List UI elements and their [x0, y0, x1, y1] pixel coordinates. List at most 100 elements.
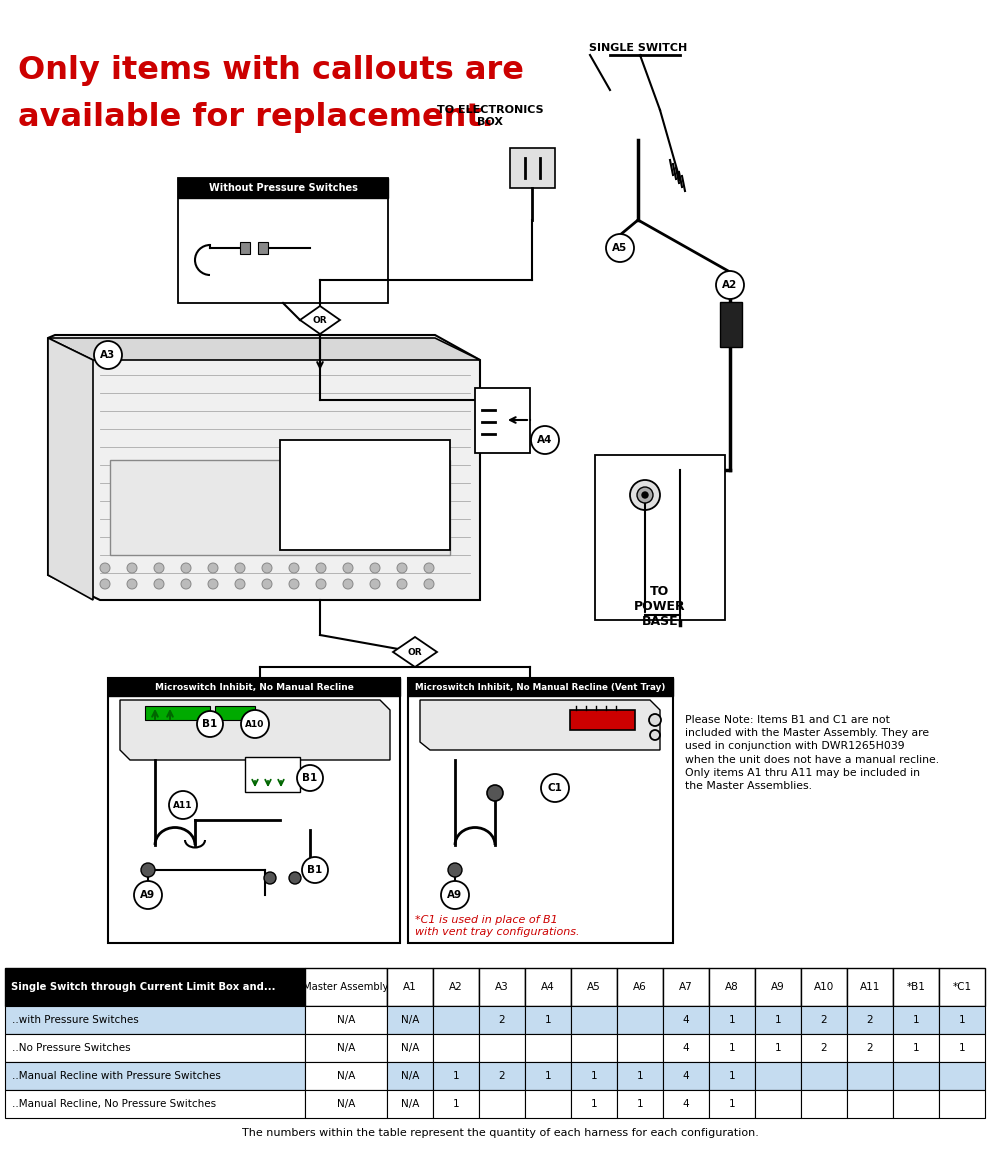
Bar: [617, 1062, 663, 1090]
Text: 1: 1: [729, 1099, 735, 1110]
Circle shape: [235, 579, 245, 589]
Bar: [525, 968, 571, 1006]
Text: 2: 2: [499, 1070, 505, 1081]
Text: A10: A10: [245, 719, 265, 729]
Bar: [617, 1006, 663, 1034]
Text: N/A: N/A: [401, 1043, 419, 1053]
Polygon shape: [420, 700, 660, 750]
Text: A7: A7: [679, 982, 693, 992]
Bar: [178, 178, 388, 303]
Text: 1: 1: [453, 1070, 459, 1081]
Text: OR: OR: [313, 315, 327, 325]
Text: Microswitch Inhibit, No Manual Recline: Microswitch Inhibit, No Manual Recline: [155, 683, 353, 692]
Text: 2: 2: [867, 1015, 873, 1026]
Text: A5: A5: [612, 243, 628, 253]
Circle shape: [241, 710, 269, 738]
Circle shape: [235, 563, 245, 573]
Text: A9: A9: [140, 890, 156, 900]
Circle shape: [169, 791, 197, 820]
Bar: [617, 968, 663, 1006]
Text: A2: A2: [449, 982, 463, 992]
Polygon shape: [120, 700, 390, 760]
Bar: [893, 1062, 939, 1090]
Text: ..with Pressure Switches: ..with Pressure Switches: [12, 1015, 139, 1026]
Bar: [663, 968, 709, 1006]
Bar: [108, 678, 400, 696]
Text: 1: 1: [591, 1070, 597, 1081]
Bar: [755, 1062, 801, 1090]
Bar: [801, 968, 847, 1006]
Circle shape: [424, 579, 434, 589]
Circle shape: [606, 234, 634, 262]
Text: A4: A4: [537, 435, 553, 445]
Bar: [893, 1034, 939, 1062]
Text: 4: 4: [683, 1070, 689, 1081]
Bar: [755, 1090, 801, 1118]
Bar: [5, 1034, 305, 1062]
Bar: [108, 678, 400, 943]
Text: 1: 1: [729, 1070, 735, 1081]
Circle shape: [397, 563, 407, 573]
Circle shape: [181, 579, 191, 589]
Circle shape: [302, 857, 328, 883]
Circle shape: [448, 863, 462, 877]
Bar: [408, 678, 673, 696]
Bar: [387, 968, 433, 1006]
Text: The numbers within the table represent the quantity of each harness for each con: The numbers within the table represent t…: [242, 1128, 758, 1138]
Circle shape: [370, 579, 380, 589]
Bar: [178, 178, 388, 198]
Text: A6: A6: [633, 982, 647, 992]
Bar: [5, 968, 305, 1006]
Polygon shape: [48, 338, 93, 600]
Text: 4: 4: [683, 1043, 689, 1053]
Circle shape: [154, 579, 164, 589]
Circle shape: [141, 863, 155, 877]
Bar: [145, 706, 210, 721]
Text: N/A: N/A: [337, 1099, 355, 1110]
Text: A9: A9: [447, 890, 463, 900]
Bar: [847, 1062, 893, 1090]
Text: B1: B1: [307, 866, 323, 875]
Text: Microswitch Inhibit, No Manual Recline (Vent Tray): Microswitch Inhibit, No Manual Recline (…: [415, 683, 666, 692]
Bar: [387, 1062, 433, 1090]
Circle shape: [208, 563, 218, 573]
Bar: [5, 1090, 305, 1118]
Bar: [387, 1034, 433, 1062]
Circle shape: [649, 714, 661, 726]
Circle shape: [181, 563, 191, 573]
Text: Single Switch through Current Limit Box and...: Single Switch through Current Limit Box …: [11, 982, 276, 992]
Bar: [755, 968, 801, 1006]
Text: Without Pressure Switches: Without Pressure Switches: [209, 183, 357, 193]
Bar: [663, 1090, 709, 1118]
Text: 1: 1: [959, 1015, 965, 1026]
Text: N/A: N/A: [401, 1099, 419, 1110]
Bar: [479, 1062, 525, 1090]
Circle shape: [650, 730, 660, 740]
Bar: [709, 968, 755, 1006]
Text: A4: A4: [541, 982, 555, 992]
Text: 2: 2: [821, 1043, 827, 1053]
Bar: [571, 1006, 617, 1034]
Circle shape: [289, 563, 299, 573]
Text: ..Manual Recline, No Pressure Switches: ..Manual Recline, No Pressure Switches: [12, 1099, 216, 1110]
Text: B1: B1: [302, 773, 318, 783]
Bar: [847, 1090, 893, 1118]
Circle shape: [441, 881, 469, 909]
Text: A8: A8: [725, 982, 739, 992]
Circle shape: [100, 579, 110, 589]
Bar: [939, 968, 985, 1006]
Circle shape: [630, 480, 660, 510]
Bar: [479, 1034, 525, 1062]
Text: Master Assembly: Master Assembly: [303, 982, 389, 992]
Polygon shape: [48, 338, 480, 360]
Text: available for replacement.: available for replacement.: [18, 102, 494, 134]
Circle shape: [127, 563, 137, 573]
Bar: [617, 1090, 663, 1118]
Text: TO
POWER
BASE: TO POWER BASE: [634, 585, 686, 628]
Circle shape: [100, 563, 110, 573]
Bar: [595, 455, 725, 620]
Bar: [801, 1062, 847, 1090]
Text: B1: B1: [202, 719, 218, 729]
Bar: [939, 1034, 985, 1062]
Circle shape: [424, 563, 434, 573]
